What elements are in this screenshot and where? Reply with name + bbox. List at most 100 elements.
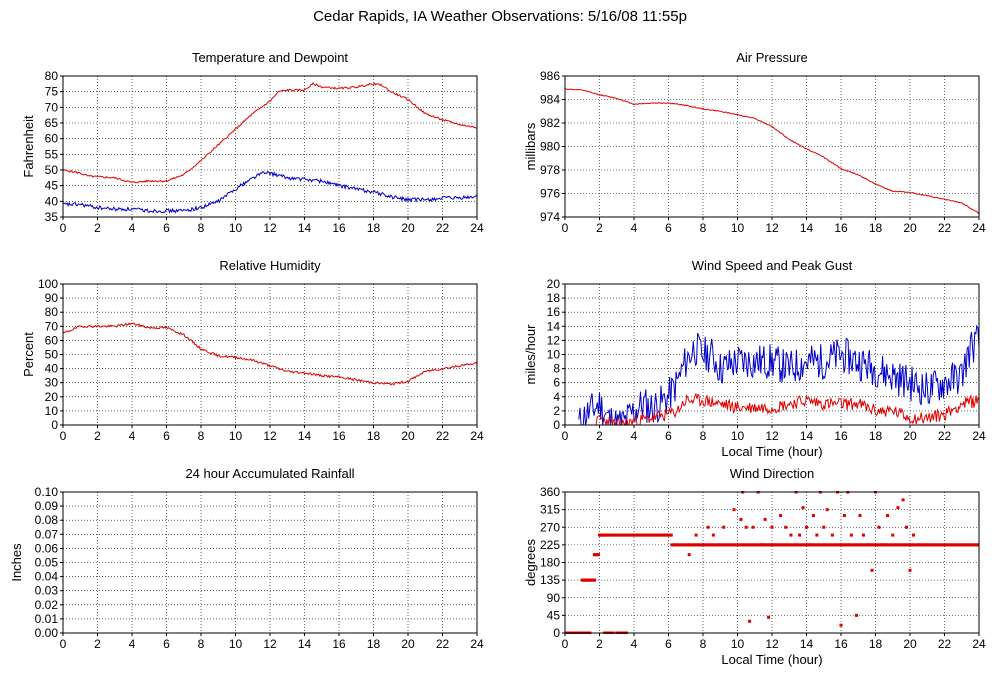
y-tick-label: 225 bbox=[540, 538, 560, 552]
y-tick-label: 14 bbox=[547, 319, 561, 333]
data-point bbox=[976, 543, 979, 547]
y-tick-label: 0 bbox=[553, 626, 560, 640]
x-tick-label: 16 bbox=[834, 429, 848, 443]
y-tick-label: 4 bbox=[553, 390, 560, 404]
y-tick-label: 976 bbox=[540, 187, 560, 201]
data-point bbox=[877, 525, 881, 529]
y-tick-label: 10 bbox=[45, 404, 59, 418]
x-tick-label: 24 bbox=[972, 221, 986, 235]
y-tick-label: 270 bbox=[540, 520, 560, 534]
x-tick-label: 8 bbox=[198, 221, 205, 235]
x-tick-label: 6 bbox=[665, 221, 672, 235]
data-point bbox=[763, 517, 767, 521]
x-tick-label: 4 bbox=[631, 221, 638, 235]
series-line bbox=[565, 88, 979, 215]
data-point bbox=[811, 514, 815, 517]
y-tick-label: 75 bbox=[45, 85, 59, 99]
x-tick-label: 18 bbox=[869, 221, 883, 235]
x-tick-label: 20 bbox=[401, 221, 415, 235]
data-point bbox=[760, 543, 764, 547]
data-point bbox=[706, 525, 710, 529]
x-tick-label: 2 bbox=[596, 221, 603, 235]
data-point bbox=[784, 525, 788, 529]
y-tick-label: 100 bbox=[38, 277, 58, 291]
data-point bbox=[867, 543, 871, 547]
y-tick-label: 0.01 bbox=[35, 612, 59, 626]
data-point bbox=[593, 578, 597, 582]
y-tick-label: 45 bbox=[547, 608, 561, 622]
chart-title: Air Pressure bbox=[736, 50, 808, 65]
y-tick-label: 50 bbox=[45, 163, 59, 177]
data-point bbox=[849, 533, 853, 537]
data-point bbox=[599, 533, 603, 537]
data-point bbox=[732, 508, 736, 512]
x-tick-label: 18 bbox=[367, 429, 381, 443]
y-tick-label: 0.09 bbox=[35, 499, 59, 513]
data-point bbox=[880, 543, 884, 547]
y-tick-label: 0 bbox=[51, 418, 58, 432]
x-tick-label: 0 bbox=[562, 429, 569, 443]
x-tick-label: 14 bbox=[298, 429, 312, 443]
y-tick-label: 40 bbox=[45, 362, 59, 376]
x-tick-label: 16 bbox=[332, 429, 346, 443]
x-tick-label: 2 bbox=[94, 221, 101, 235]
x-tick-label: 20 bbox=[401, 637, 415, 651]
x-tick-label: 14 bbox=[800, 221, 814, 235]
x-tick-label: 18 bbox=[869, 429, 883, 443]
data-point bbox=[801, 506, 805, 510]
data-point bbox=[805, 525, 808, 529]
x-tick-label: 12 bbox=[263, 637, 277, 651]
x-tick-label: 20 bbox=[401, 429, 415, 443]
plot-frame bbox=[62, 75, 478, 218]
x-tick-label: 22 bbox=[436, 637, 450, 651]
y-tick-label: 0.00 bbox=[35, 626, 59, 640]
x-tick-label: 12 bbox=[263, 429, 277, 443]
data-point bbox=[779, 514, 783, 517]
data-point bbox=[789, 533, 793, 537]
y-tick-label: 20 bbox=[547, 277, 561, 291]
y-tick-label: 12 bbox=[547, 333, 561, 347]
x-tick-label: 24 bbox=[470, 429, 484, 443]
y-axis-label: degrees bbox=[523, 539, 538, 586]
x-tick-label: 24 bbox=[972, 637, 986, 651]
data-point bbox=[925, 543, 929, 547]
y-tick-label: 984 bbox=[540, 93, 560, 107]
y-tick-label: 90 bbox=[45, 291, 59, 305]
data-point bbox=[748, 619, 752, 623]
y-tick-label: 980 bbox=[540, 140, 560, 154]
y-axis-label: miles/hour bbox=[523, 324, 538, 385]
y-tick-label: 8 bbox=[553, 362, 560, 376]
series-line bbox=[595, 392, 979, 426]
data-point bbox=[858, 514, 862, 517]
x-tick-label: 16 bbox=[834, 637, 848, 651]
x-tick-label: 8 bbox=[700, 637, 707, 651]
y-tick-label: 0.02 bbox=[35, 598, 59, 612]
y-tick-label: 60 bbox=[45, 132, 59, 146]
y-tick-label: 978 bbox=[540, 163, 560, 177]
x-tick-label: 2 bbox=[596, 637, 603, 651]
x-tick-label: 14 bbox=[298, 637, 312, 651]
data-point bbox=[822, 525, 826, 529]
y-tick-label: 55 bbox=[45, 147, 59, 161]
x-tick-label: 0 bbox=[60, 429, 67, 443]
data-point bbox=[584, 578, 588, 582]
x-tick-label: 12 bbox=[765, 221, 779, 235]
x-tick-label: 2 bbox=[596, 429, 603, 443]
data-point bbox=[767, 615, 771, 619]
y-tick-label: 0.05 bbox=[35, 556, 59, 570]
y-tick-label: 315 bbox=[540, 503, 560, 517]
x-tick-label: 12 bbox=[765, 637, 779, 651]
data-point bbox=[711, 533, 715, 537]
x-tick-label: 6 bbox=[665, 429, 672, 443]
chart-title: Relative Humidity bbox=[219, 258, 321, 273]
x-tick-label: 4 bbox=[129, 429, 136, 443]
x-axis-label: Local Time (hour) bbox=[721, 444, 822, 459]
x-tick-label: 22 bbox=[436, 429, 450, 443]
data-point bbox=[917, 543, 921, 547]
data-point bbox=[596, 553, 600, 557]
y-tick-label: 0.03 bbox=[35, 584, 59, 598]
y-tick-label: 0.10 bbox=[35, 485, 59, 499]
